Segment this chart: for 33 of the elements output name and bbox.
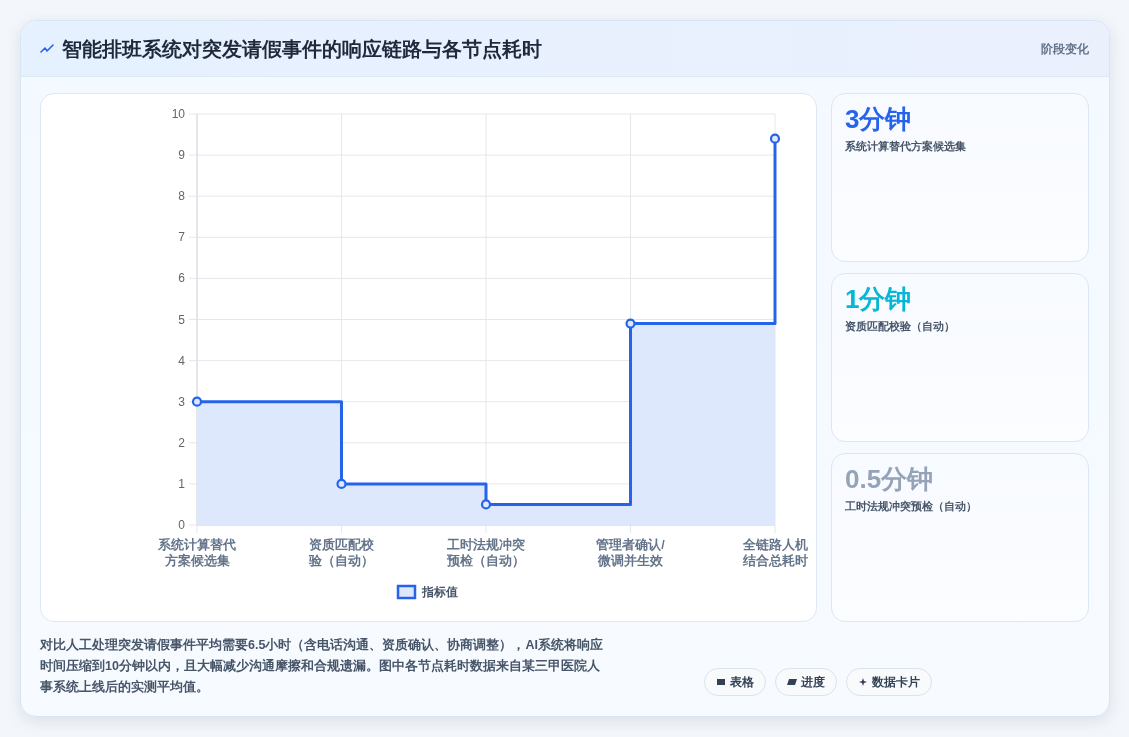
point	[769, 133, 781, 144]
y-tick-label: 4	[178, 353, 186, 368]
x-tick-label: 资质匹配校验（自动）	[307, 537, 375, 569]
text: 0.5分钟	[845, 463, 934, 495]
y-tick-label: 3	[178, 394, 186, 409]
text: 对比人工处理突发请假事件平均需要6.5小时（含电话沟通、资质确认、协商调整），AI系统将响应时间压缩到10分钟以内，且大幅减少沟通摩擦和合规遗漏。图中各节点耗时数据来自某三甲医院人事系统上线后的实测平均值。	[40, 636, 604, 696]
x-tick-label: 工时法规冲突预检（自动）	[446, 537, 526, 569]
legend-label: 指标值	[421, 585, 458, 599]
y-tick-label: 0	[178, 518, 186, 532]
x-tick-label: 系统计算替代方案候选集	[157, 537, 237, 569]
point	[625, 318, 636, 329]
text: 进度	[801, 674, 825, 690]
text: 数据卡片	[872, 674, 920, 690]
text: 资质匹配校验（自动）	[845, 319, 955, 334]
point	[336, 478, 347, 489]
y-tick-label: 9	[178, 148, 186, 163]
text: 阶段变化	[1041, 41, 1089, 58]
y-tick-label: 8	[178, 189, 186, 204]
x-tick-label: 全链路人机结合总耗时	[741, 537, 809, 569]
text: 系统计算替代方案候选集	[845, 139, 966, 154]
text: 智能排班系统对突发请假事件的响应链路与各节点耗时	[62, 37, 542, 62]
y-tick-label: 2	[178, 435, 186, 450]
x-tick-label: 管理者确认/微调并生效	[595, 537, 666, 569]
y-tick-label: 1	[178, 476, 186, 491]
text: 1分钟	[845, 283, 912, 315]
y-tick-label: 6	[178, 271, 186, 286]
y-tick-label: 10	[171, 107, 186, 121]
point	[480, 499, 492, 510]
y-tick-label: 7	[178, 230, 186, 245]
text: 工时法规冲突预检（自动）	[845, 499, 977, 514]
text: 3分钟	[845, 103, 912, 135]
y-tick-label: 5	[178, 312, 186, 327]
text: 表格	[730, 674, 754, 690]
